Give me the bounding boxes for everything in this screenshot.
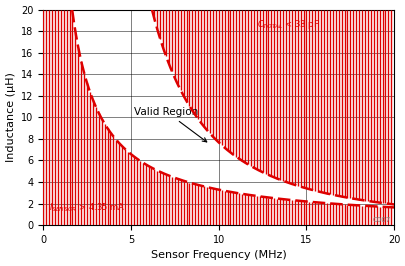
Text: $C_{TOTAL}$ < 33 pF: $C_{TOTAL}$ < 33 pF [257,18,319,31]
Text: Valid Region: Valid Region [134,107,206,142]
Text: C007: C007 [371,217,390,223]
Y-axis label: Inductance (μH): Inductance (μH) [6,72,15,162]
X-axis label: Sensor Frequency (MHz): Sensor Frequency (MHz) [151,251,286,260]
Text: $I_{SENSOR}$ > 4.35 mA: $I_{SENSOR}$ > 4.35 mA [49,202,126,214]
